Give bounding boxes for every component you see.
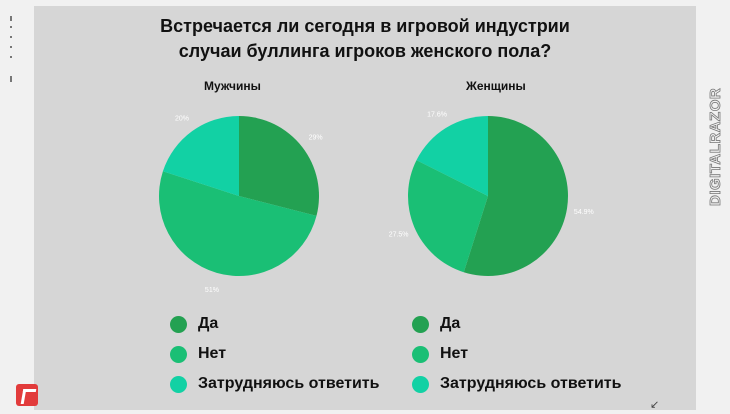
data-label-women-no: 27.5% <box>389 232 409 239</box>
legend-men: Да Нет Затрудняюсь ответить <box>170 309 379 399</box>
legend-item-no: Нет <box>170 339 379 369</box>
pie-slice-women-no <box>407 160 488 273</box>
legend-item-unsure: Затрудняюсь ответить <box>170 369 379 399</box>
corner-arrow-icon: ↙ <box>650 399 660 411</box>
legend-label-yes: Да <box>198 315 219 332</box>
legend-women: Да Нет Затрудняюсь ответить <box>412 309 621 399</box>
pie-title-women: Женщины <box>466 79 526 93</box>
chart-title-line-2: случаи буллинга игроков женского пола? <box>178 41 552 61</box>
legend-label-yes: Да <box>440 315 461 332</box>
legend-label-unsure: Затрудняюсь ответить <box>198 375 380 392</box>
data-label-men-unsure: 20% <box>175 116 189 123</box>
legend-swatch-unsure <box>412 375 429 393</box>
pie-slice-women-yes <box>463 116 568 276</box>
legend-label-no: Нет <box>198 345 227 362</box>
data-label-women-yes: 54.9% <box>574 209 594 216</box>
brand-logo <box>16 384 38 406</box>
legend-item-no: Нет <box>412 339 621 369</box>
legend-swatch-yes <box>412 315 429 333</box>
chart-title: Встречается ли сегодня в игровой индустр… <box>34 14 696 64</box>
pie-slice-men-yes <box>239 116 319 216</box>
chart-title-line-1: Встречается ли сегодня в игровой индустр… <box>160 16 570 36</box>
legend-item-unsure: Затрудняюсь ответить <box>412 369 621 399</box>
watermark-text: DIGITALRAZOR <box>707 88 724 206</box>
legend-label-unsure: Затрудняюсь ответить <box>440 375 622 392</box>
legend-swatch-no <box>170 345 187 363</box>
legend-item-yes: Да <box>412 309 621 339</box>
legend-item-yes: Да <box>170 309 379 339</box>
watermark: DIGITALRAZOR <box>704 80 726 208</box>
pie-slice-men-unsure <box>162 116 239 196</box>
legend-swatch-yes <box>170 315 187 333</box>
pie-slice-men-no <box>159 171 317 276</box>
legend-label-no: Нет <box>440 345 469 362</box>
pie-title-men: Мужчины <box>204 79 261 93</box>
data-label-men-no: 51% <box>205 287 219 294</box>
decorative-dashes <box>10 16 12 82</box>
legend-swatch-unsure <box>170 375 187 393</box>
pie-slice-women-unsure <box>416 116 488 196</box>
legend-swatch-no <box>412 345 429 363</box>
data-label-men-yes: 29% <box>309 135 323 142</box>
data-label-women-unsure: 17.6% <box>427 111 447 118</box>
chart-panel <box>34 6 696 410</box>
